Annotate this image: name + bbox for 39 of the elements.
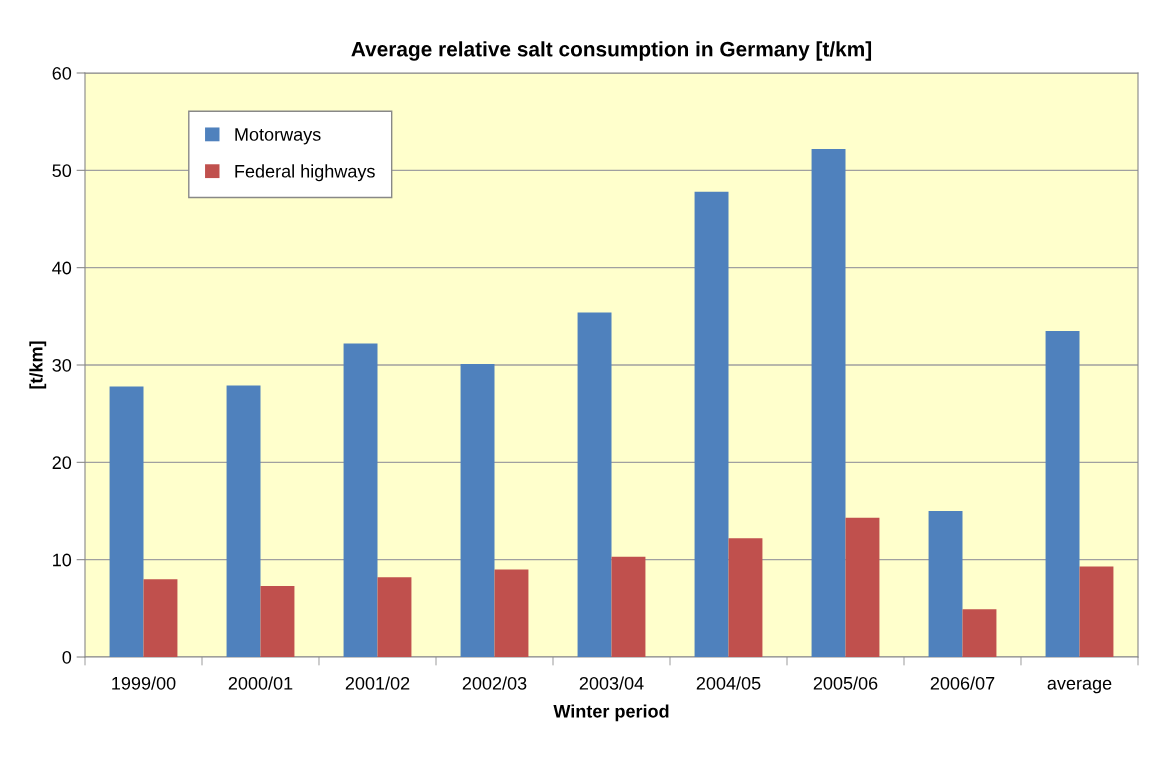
y-tick-label: 40 [52,261,72,275]
x-tick-label: average [1047,679,1112,694]
bar [260,585,295,657]
x-tick-label: 1999/00 [112,676,176,690]
bar [845,517,880,657]
x-axis-title: Winter period [553,704,669,722]
x-tick-label: 2001/02 [345,676,410,690]
x-tick-label: 2005/06 [813,676,878,690]
bar [226,385,261,657]
bar [109,386,144,657]
bar [494,569,529,657]
y-tick-label: 10 [53,553,72,567]
x-tick-label: 2003/04 [579,676,644,690]
chart-title: Average relative salt consumption in Germany [t/km] [351,41,872,61]
y-tick-label: 30 [52,358,72,372]
bar [928,511,963,657]
bar [460,364,495,657]
bar [811,148,846,657]
y-axis-title: [t/km] [29,341,47,389]
bar [1079,566,1114,657]
y-tick-label: 50 [52,164,72,178]
y-tick-label: 20 [52,456,72,470]
y-tick-label: 60 [52,66,72,80]
bar [694,191,729,657]
x-tick-label: 2000/01 [228,676,293,690]
legend-label: Federal highways [235,164,375,182]
bar [577,312,612,657]
bar [962,609,997,657]
bar [343,343,378,657]
legend-label: Motorways [235,128,321,145]
bar [1045,330,1080,657]
bar [728,538,763,657]
bar [143,579,178,657]
x-tick-label: 2002/03 [462,676,527,690]
x-tick-label: 2004/05 [696,676,761,690]
x-tick-label: 2006/07 [930,676,995,690]
y-tick-label: 0 [62,650,72,664]
bar [611,556,646,657]
bar [377,577,412,657]
